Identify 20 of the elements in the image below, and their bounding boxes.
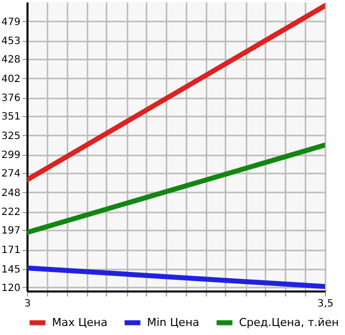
y-tick-label: 274 xyxy=(1,168,20,180)
y-tick-label: 376 xyxy=(1,93,20,104)
y-tick-label: 120 xyxy=(1,282,20,294)
x-tick-label: 3,5 xyxy=(318,298,334,310)
y-tick-label: 351 xyxy=(1,112,20,123)
legend-label: Min Цена xyxy=(147,316,200,329)
x-tick-label: 3 xyxy=(24,298,31,310)
y-tick-label: 299 xyxy=(1,150,20,162)
y-tick-label: 171 xyxy=(1,245,20,256)
y-tick-label: 479 xyxy=(1,16,20,28)
y-tick-label: 222 xyxy=(1,207,20,218)
y-tick-label: 402 xyxy=(1,74,20,85)
legend-label: Max Цена xyxy=(52,316,108,329)
y-tick-label: 428 xyxy=(1,54,20,66)
y-tick-label: 197 xyxy=(1,226,20,237)
y-tick-label: 248 xyxy=(1,188,20,199)
legend-label: Сред.Цена, т.йен xyxy=(239,316,339,329)
y-tick-label: 145 xyxy=(1,264,20,276)
y-tick-label: 453 xyxy=(1,36,20,48)
y-tick-label: 325 xyxy=(1,130,20,142)
